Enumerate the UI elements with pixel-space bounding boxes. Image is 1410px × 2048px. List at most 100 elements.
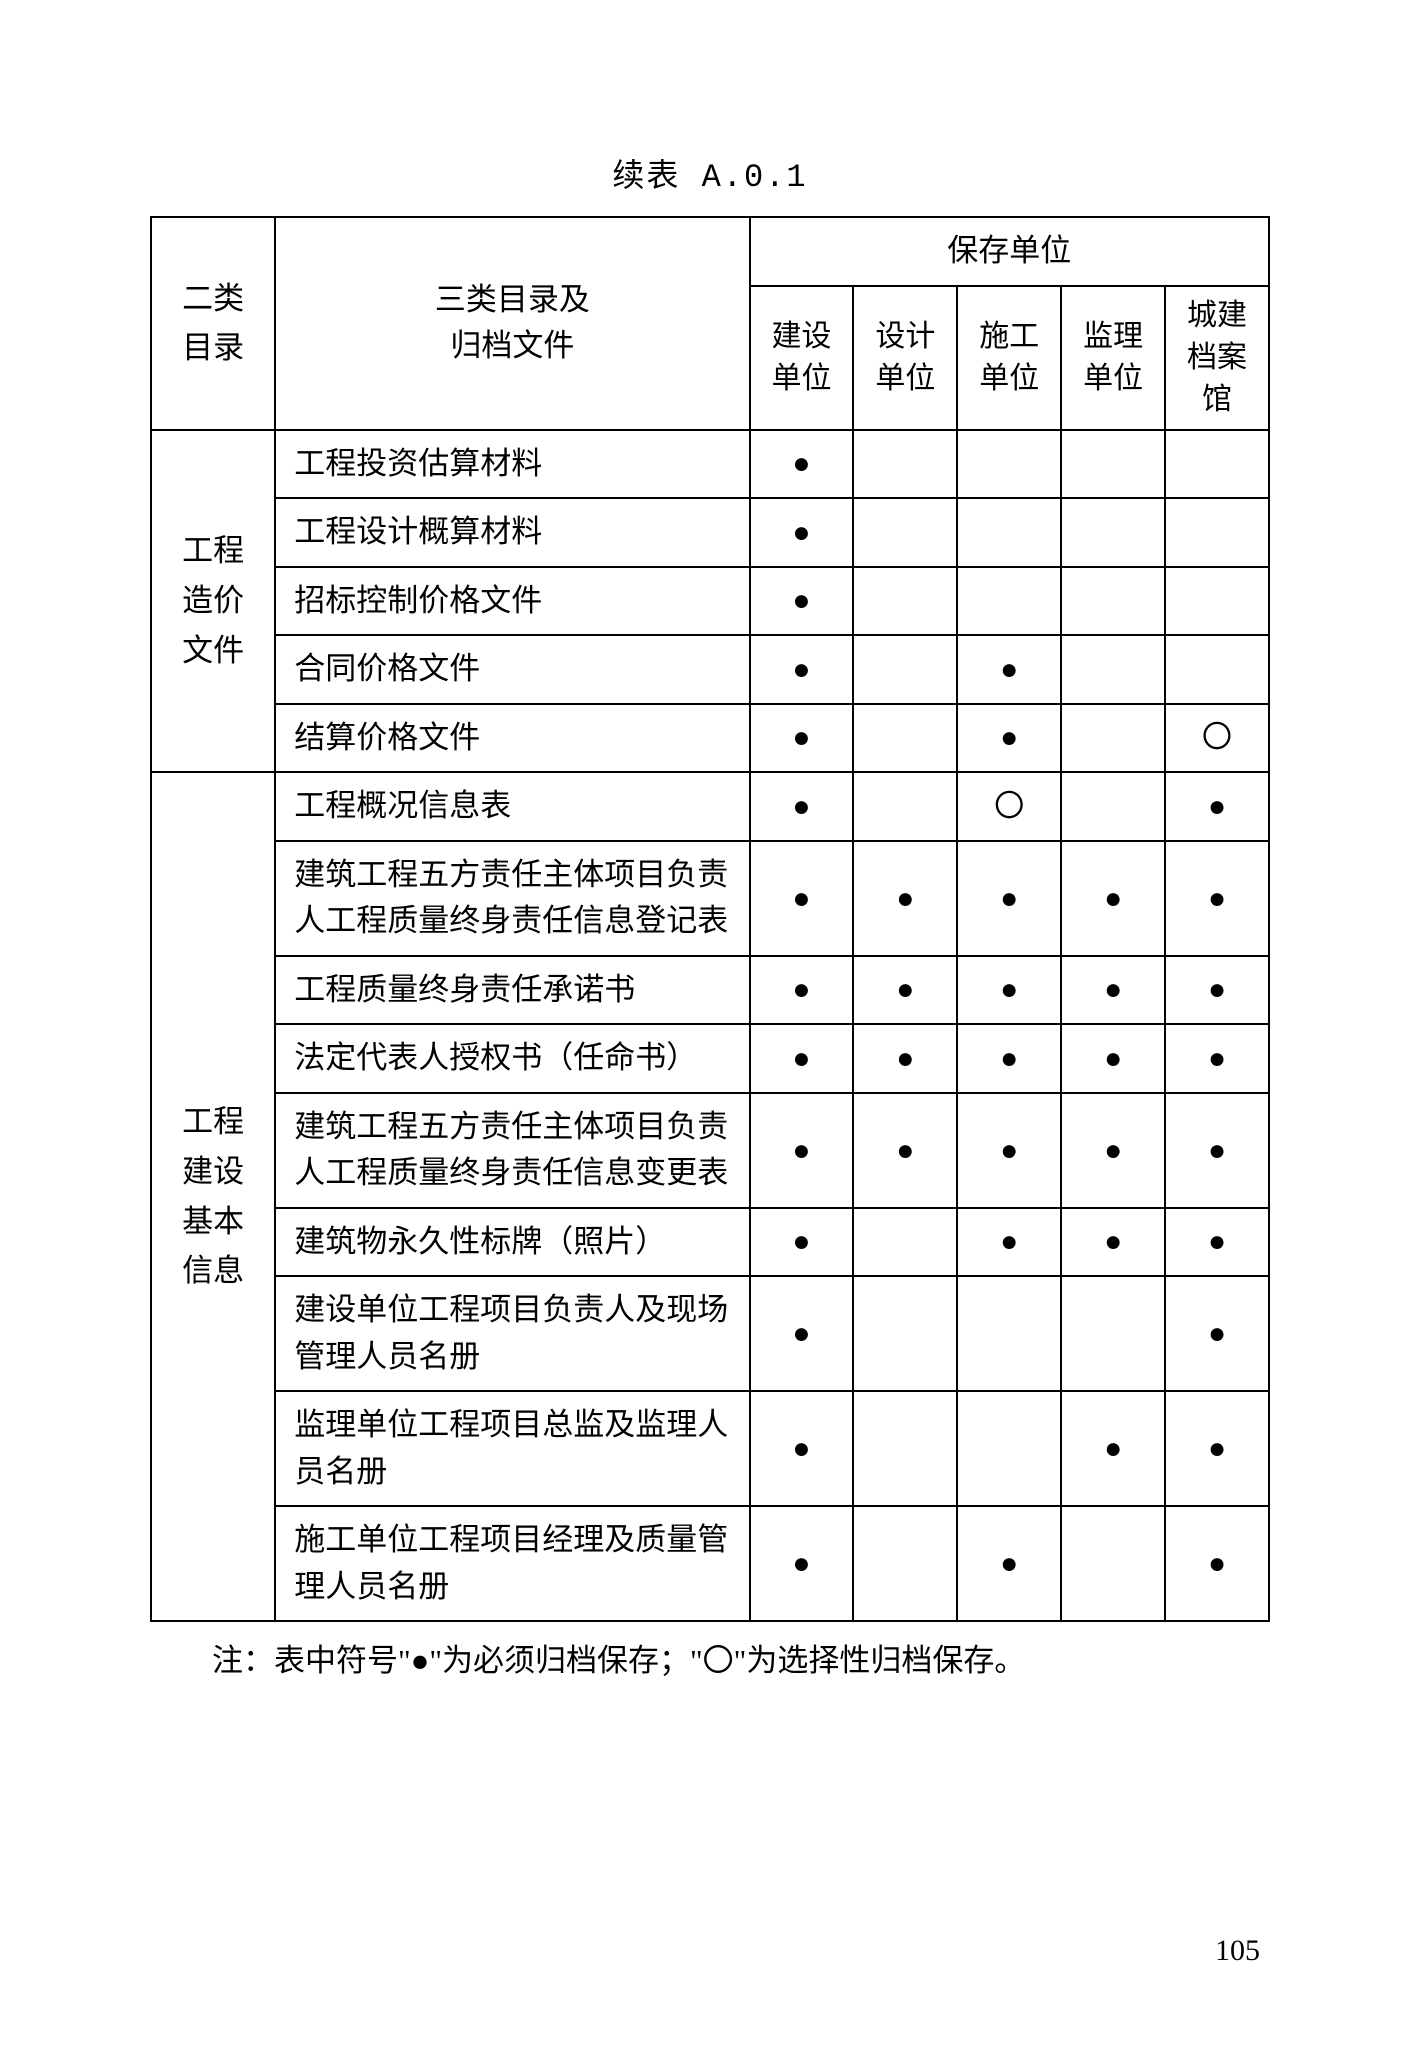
document-page: 续表 A.0.1 二类目录 三类目录及归档文件 保存单位 建设单位 设计单位 施… bbox=[0, 0, 1410, 2048]
table-row: 建设单位工程项目负责人及现场管理人员名册●● bbox=[151, 1276, 1269, 1391]
table-row: 结算价格文件●●〇 bbox=[151, 704, 1269, 773]
mark-cell: ● bbox=[957, 1093, 1061, 1208]
mark-cell: ● bbox=[1165, 1506, 1269, 1621]
mark-cell bbox=[853, 1391, 957, 1506]
table-row: 建筑工程五方责任主体项目负责人工程质量终身责任信息变更表●●●●● bbox=[151, 1093, 1269, 1208]
file-label-cell: 施工单位工程项目经理及质量管理人员名册 bbox=[275, 1506, 749, 1621]
mark-cell: ● bbox=[957, 704, 1061, 773]
table-row: 施工单位工程项目经理及质量管理人员名册●●● bbox=[151, 1506, 1269, 1621]
mark-cell bbox=[1061, 1506, 1165, 1621]
mark-cell: ● bbox=[1165, 1024, 1269, 1093]
mark-cell: ● bbox=[1061, 1208, 1165, 1277]
mark-cell: ● bbox=[750, 1391, 854, 1506]
mark-cell: ● bbox=[957, 635, 1061, 704]
mark-cell bbox=[853, 1506, 957, 1621]
header-unit-1: 设计单位 bbox=[853, 286, 957, 430]
mark-cell: ● bbox=[1061, 841, 1165, 956]
archive-table: 二类目录 三类目录及归档文件 保存单位 建设单位 设计单位 施工单位 监理单位 … bbox=[150, 216, 1270, 1622]
mark-cell: ● bbox=[1165, 956, 1269, 1025]
mark-cell: 〇 bbox=[1165, 704, 1269, 773]
mark-cell: ● bbox=[1061, 956, 1165, 1025]
mark-cell: ● bbox=[957, 956, 1061, 1025]
mark-cell: ● bbox=[750, 1024, 854, 1093]
table-row: 建筑工程五方责任主体项目负责人工程质量终身责任信息登记表●●●●● bbox=[151, 841, 1269, 956]
mark-cell bbox=[957, 567, 1061, 636]
table-header: 二类目录 三类目录及归档文件 保存单位 建设单位 设计单位 施工单位 监理单位 … bbox=[151, 217, 1269, 430]
file-label-cell: 法定代表人授权书（任命书） bbox=[275, 1024, 749, 1093]
file-label-cell: 合同价格文件 bbox=[275, 635, 749, 704]
mark-cell: ● bbox=[1165, 1093, 1269, 1208]
mark-cell bbox=[1061, 772, 1165, 841]
mark-cell bbox=[1061, 1276, 1165, 1391]
mark-cell bbox=[1061, 567, 1165, 636]
mark-cell: ● bbox=[750, 1276, 854, 1391]
header-unit-3: 监理单位 bbox=[1061, 286, 1165, 430]
mark-cell: ● bbox=[853, 956, 957, 1025]
mark-cell bbox=[1061, 430, 1165, 499]
mark-cell bbox=[1061, 704, 1165, 773]
mark-cell: ● bbox=[750, 841, 854, 956]
mark-cell bbox=[957, 430, 1061, 499]
file-label-cell: 建筑工程五方责任主体项目负责人工程质量终身责任信息登记表 bbox=[275, 841, 749, 956]
header-cat2: 二类目录 bbox=[151, 217, 275, 430]
mark-cell: ● bbox=[957, 1506, 1061, 1621]
header-group: 保存单位 bbox=[750, 217, 1269, 286]
mark-cell: ● bbox=[750, 772, 854, 841]
table-row: 合同价格文件●● bbox=[151, 635, 1269, 704]
mark-cell: ● bbox=[750, 498, 854, 567]
mark-cell bbox=[853, 430, 957, 499]
footnote: 注：表中符号"●"为必须归档保存；"〇"为选择性归档保存。 bbox=[150, 1636, 1270, 1686]
mark-cell: ● bbox=[1165, 772, 1269, 841]
mark-cell bbox=[1165, 498, 1269, 567]
mark-cell bbox=[853, 1208, 957, 1277]
mark-cell: ● bbox=[750, 567, 854, 636]
table-title: 续表 A.0.1 bbox=[150, 150, 1270, 196]
mark-cell: ● bbox=[853, 1093, 957, 1208]
table-row: 工程建设基本信息工程概况信息表●〇● bbox=[151, 772, 1269, 841]
mark-cell bbox=[1165, 567, 1269, 636]
mark-cell: ● bbox=[957, 841, 1061, 956]
file-label-cell: 建设单位工程项目负责人及现场管理人员名册 bbox=[275, 1276, 749, 1391]
file-label-cell: 工程设计概算材料 bbox=[275, 498, 749, 567]
file-label-cell: 建筑工程五方责任主体项目负责人工程质量终身责任信息变更表 bbox=[275, 1093, 749, 1208]
table-row: 工程设计概算材料● bbox=[151, 498, 1269, 567]
mark-cell: ● bbox=[1165, 1208, 1269, 1277]
mark-cell bbox=[957, 1276, 1061, 1391]
file-label-cell: 结算价格文件 bbox=[275, 704, 749, 773]
table-row: 工程质量终身责任承诺书●●●●● bbox=[151, 956, 1269, 1025]
mark-cell: ● bbox=[1061, 1391, 1165, 1506]
file-label-cell: 工程概况信息表 bbox=[275, 772, 749, 841]
category-cell: 工程造价文件 bbox=[151, 430, 275, 773]
table-row: 监理单位工程项目总监及监理人员名册●●● bbox=[151, 1391, 1269, 1506]
file-label-cell: 工程质量终身责任承诺书 bbox=[275, 956, 749, 1025]
mark-cell bbox=[853, 704, 957, 773]
table-body: 工程造价文件工程投资估算材料●工程设计概算材料●招标控制价格文件●合同价格文件●… bbox=[151, 430, 1269, 1622]
mark-cell: ● bbox=[957, 1024, 1061, 1093]
mark-cell: ● bbox=[750, 956, 854, 1025]
table-row: 招标控制价格文件● bbox=[151, 567, 1269, 636]
mark-cell: ● bbox=[853, 841, 957, 956]
table-row: 法定代表人授权书（任命书）●●●●● bbox=[151, 1024, 1269, 1093]
header-unit-2: 施工单位 bbox=[957, 286, 1061, 430]
mark-cell bbox=[1165, 430, 1269, 499]
mark-cell: ● bbox=[750, 1208, 854, 1277]
mark-cell: ● bbox=[1165, 1391, 1269, 1506]
header-unit-4: 城建档案馆 bbox=[1165, 286, 1269, 430]
mark-cell: ● bbox=[750, 1093, 854, 1208]
table-row: 建筑物永久性标牌（照片）●●●● bbox=[151, 1208, 1269, 1277]
mark-cell bbox=[1061, 498, 1165, 567]
header-cat3: 三类目录及归档文件 bbox=[275, 217, 749, 430]
file-label-cell: 建筑物永久性标牌（照片） bbox=[275, 1208, 749, 1277]
category-cell: 工程建设基本信息 bbox=[151, 772, 275, 1621]
mark-cell bbox=[853, 772, 957, 841]
mark-cell: ● bbox=[750, 704, 854, 773]
file-label-cell: 监理单位工程项目总监及监理人员名册 bbox=[275, 1391, 749, 1506]
mark-cell bbox=[1165, 635, 1269, 704]
file-label-cell: 招标控制价格文件 bbox=[275, 567, 749, 636]
mark-cell: ● bbox=[1061, 1024, 1165, 1093]
mark-cell: ● bbox=[957, 1208, 1061, 1277]
mark-cell: ● bbox=[750, 635, 854, 704]
mark-cell bbox=[853, 1276, 957, 1391]
header-unit-0: 建设单位 bbox=[750, 286, 854, 430]
mark-cell bbox=[853, 567, 957, 636]
